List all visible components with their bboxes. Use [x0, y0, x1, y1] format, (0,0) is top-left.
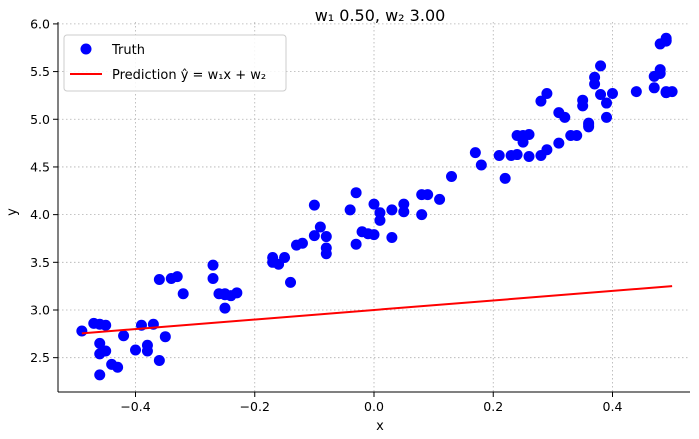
- truth-point: [231, 287, 243, 299]
- truth-point: [517, 136, 529, 148]
- truth-point: [577, 94, 589, 106]
- x-axis-ticks: −0.4 −0.2 0.0 0.2 0.4: [120, 392, 622, 414]
- x-tick-label: −0.4: [120, 399, 150, 414]
- truth-point: [118, 330, 130, 342]
- truth-point: [320, 231, 332, 243]
- truth-point: [130, 344, 142, 356]
- truth-point: [279, 252, 291, 264]
- truth-point: [368, 198, 380, 210]
- truth-point: [308, 199, 320, 211]
- truth-point: [100, 319, 112, 331]
- y-tick-label: 2.5: [30, 350, 50, 365]
- legend-truth-label: Truth: [111, 43, 145, 58]
- truth-point: [153, 273, 165, 285]
- truth-point: [320, 248, 332, 260]
- chart-title: w₁ 0.50, w₂ 3.00: [315, 6, 446, 25]
- truth-point: [583, 117, 595, 129]
- y-tick-label: 4.0: [30, 207, 50, 222]
- truth-point: [660, 34, 672, 46]
- truth-point: [606, 88, 618, 100]
- legend-truth-marker: [80, 43, 92, 55]
- truth-point: [219, 289, 231, 301]
- truth-point: [416, 209, 428, 221]
- truth-point: [100, 345, 112, 357]
- truth-point: [112, 361, 124, 373]
- truth-point: [601, 97, 613, 109]
- truth-point: [386, 232, 398, 244]
- truth-point: [159, 331, 171, 343]
- truth-point: [398, 198, 410, 210]
- x-tick-label: 0.2: [483, 399, 503, 414]
- truth-point: [499, 172, 511, 184]
- truth-point: [296, 237, 308, 249]
- x-tick-label: 0.0: [364, 399, 384, 414]
- truth-point: [595, 60, 607, 72]
- truth-point: [207, 259, 219, 271]
- x-axis-label: x: [376, 419, 384, 434]
- legend-prediction-label: Prediction ŷ = w₁x + w₂: [112, 68, 266, 83]
- truth-point: [535, 95, 547, 107]
- truth-point: [94, 369, 106, 381]
- truth-point: [94, 337, 106, 349]
- y-axis-label: y: [5, 208, 20, 216]
- legend-box: [63, 34, 287, 92]
- truth-point: [469, 147, 481, 159]
- x-tick-label: 0.4: [603, 399, 623, 414]
- y-axis-ticks: 2.5 3.0 3.5 4.0 4.5 5.0 5.5 6.0: [30, 16, 58, 365]
- truth-point: [76, 325, 88, 337]
- truth-point: [177, 288, 189, 300]
- truth-point: [344, 204, 356, 216]
- truth-point: [314, 221, 326, 233]
- y-tick-label: 5.0: [30, 112, 50, 127]
- truth-point: [589, 71, 601, 83]
- truth-point: [523, 150, 535, 162]
- truth-point: [374, 207, 386, 219]
- truth-point: [308, 230, 320, 242]
- truth-point: [219, 302, 231, 314]
- truth-point: [386, 204, 398, 216]
- truth-point: [595, 88, 607, 100]
- truth-point: [165, 273, 177, 285]
- truth-point: [350, 238, 362, 250]
- prediction-line: [81, 285, 673, 335]
- truth-point: [141, 345, 153, 357]
- truth-point: [350, 187, 362, 199]
- truth-point: [446, 170, 458, 182]
- truth-point: [493, 150, 505, 162]
- truth-point: [207, 273, 219, 285]
- truth-point: [475, 159, 487, 171]
- legend: Truth Prediction ŷ = w₁x + w₂: [63, 34, 287, 92]
- truth-point: [285, 276, 297, 288]
- truth-point: [648, 82, 660, 94]
- truth-point: [422, 189, 434, 201]
- truth-point: [368, 229, 380, 241]
- truth-point: [654, 67, 666, 79]
- y-tick-label: 3.0: [30, 302, 50, 317]
- truth-point: [374, 214, 386, 226]
- truth-point: [511, 149, 523, 161]
- truth-point: [541, 88, 553, 100]
- y-tick-label: 5.5: [30, 64, 50, 79]
- y-tick-label: 4.5: [30, 159, 50, 174]
- y-tick-label: 3.5: [30, 255, 50, 270]
- truth-point: [523, 129, 535, 141]
- truth-point: [434, 193, 446, 205]
- truth-point: [398, 206, 410, 218]
- truth-point: [153, 355, 165, 367]
- x-tick-label: −0.2: [240, 399, 270, 414]
- truth-point: [541, 144, 553, 156]
- truth-point: [601, 111, 613, 123]
- truth-point: [630, 86, 642, 98]
- truth-point: [660, 87, 672, 99]
- truth-point: [559, 111, 571, 123]
- y-tick-label: 6.0: [30, 16, 50, 31]
- truth-point: [571, 129, 583, 141]
- truth-point: [553, 137, 565, 149]
